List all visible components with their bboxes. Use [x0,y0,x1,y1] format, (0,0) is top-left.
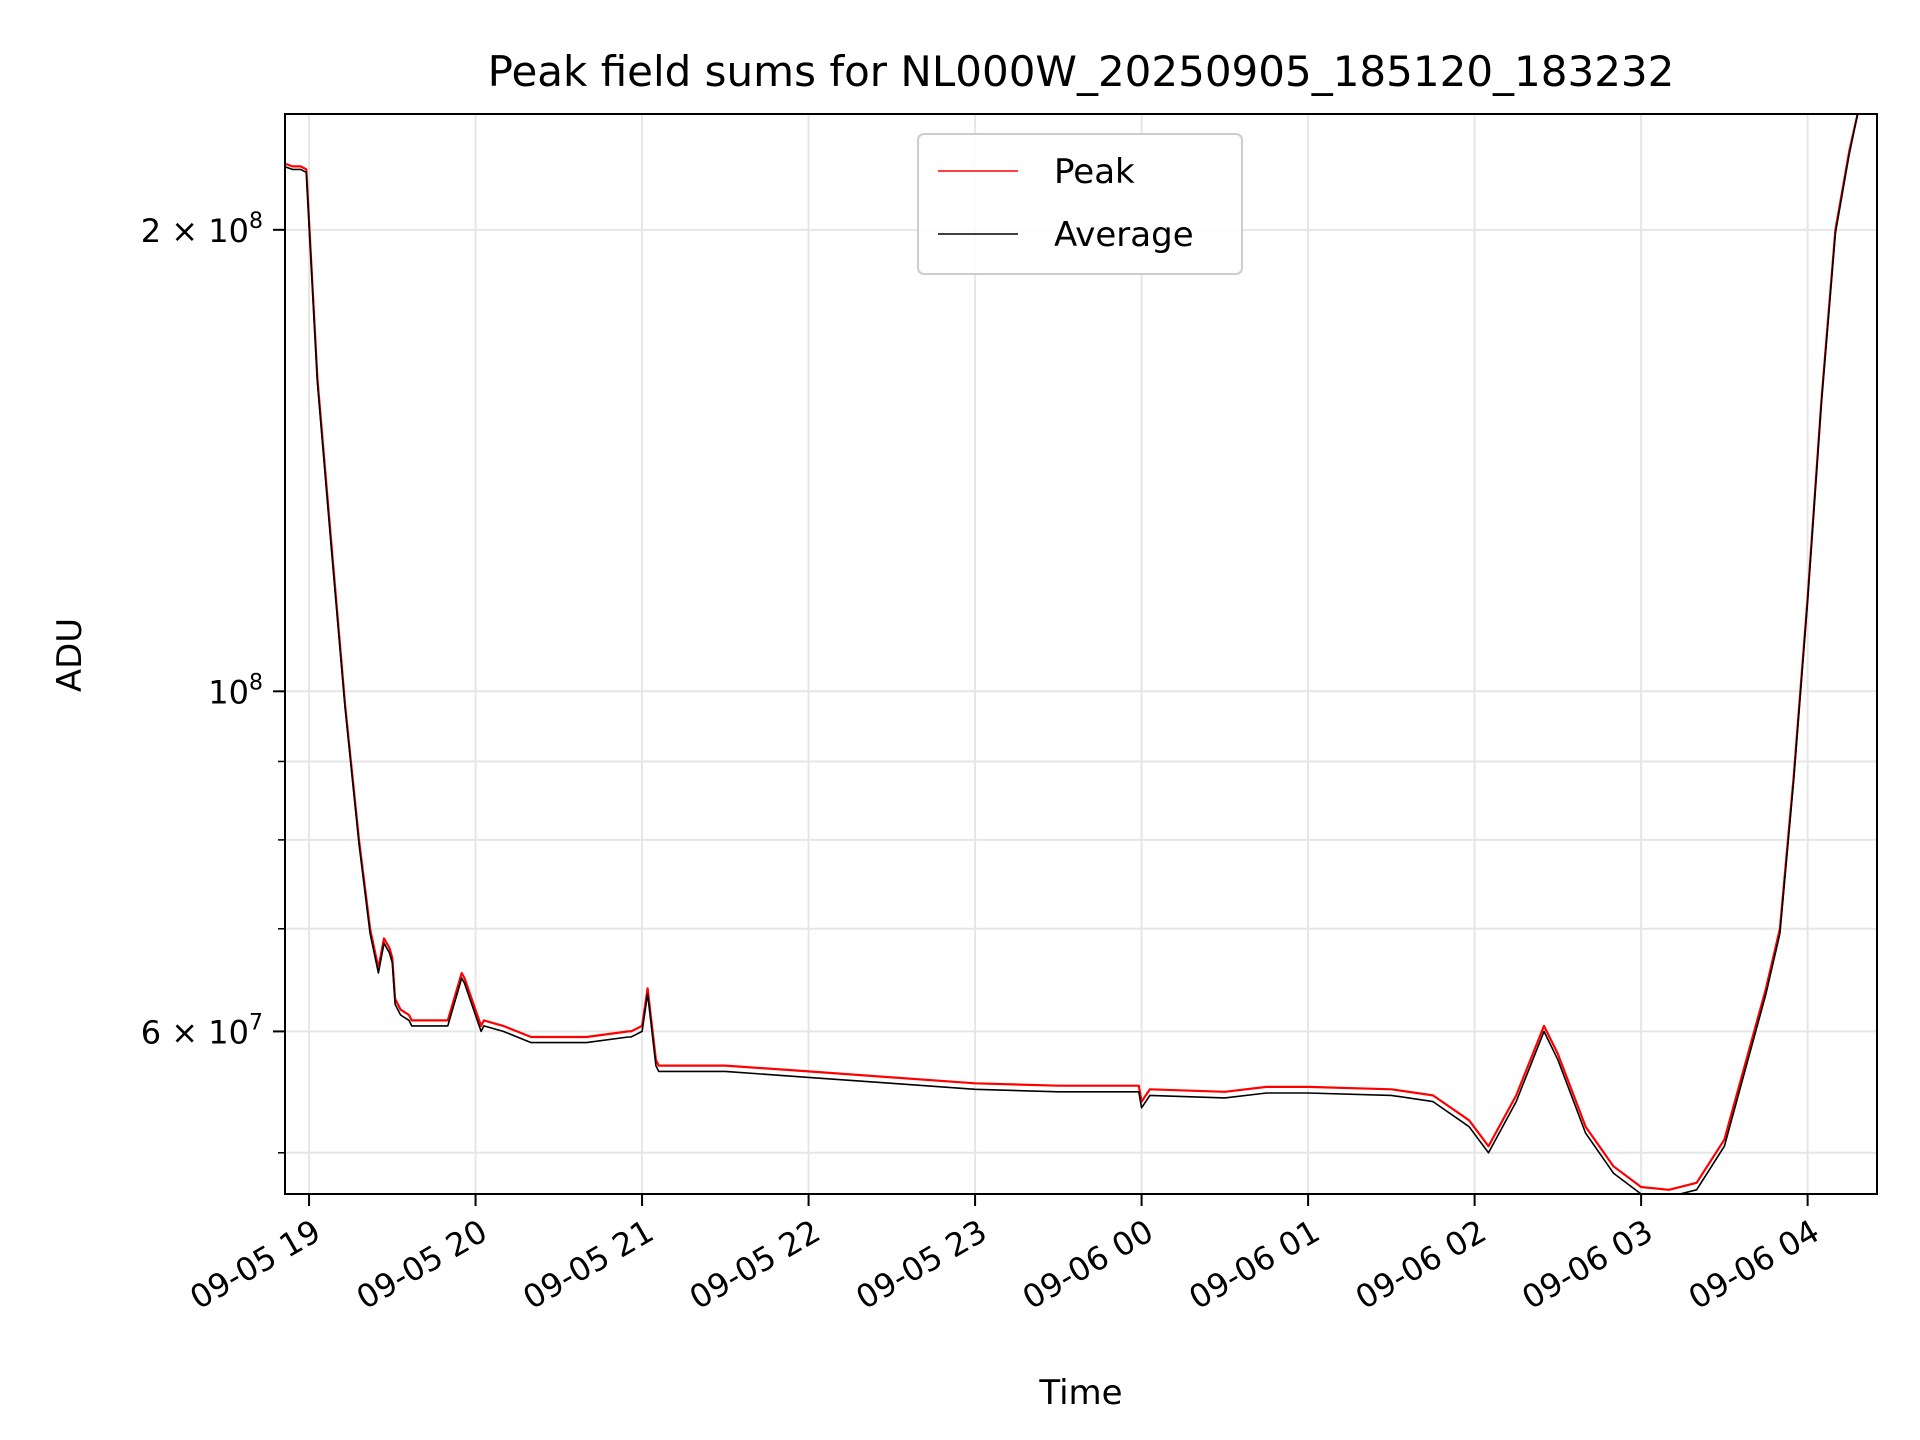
x-tick-label: 09-05 21 [516,1212,660,1317]
y-axis-label: ADU [50,618,90,692]
series-line-peak [285,114,1859,1191]
x-tick-label: 09-05 23 [849,1212,993,1317]
series-layer [285,114,1859,1194]
legend-label-peak: Peak [1054,152,1135,192]
y-tick-label: 108 [208,670,263,711]
x-axis: 09-05 19 09-05 20 09-05 21 09-05 22 09-05 23… [183,1194,1826,1317]
chart-title: Peak field sums for NL000W_20250905_1851… [488,47,1675,96]
y-tick-label: 2 × 108 [141,209,263,250]
legend-box [917,133,1243,275]
plot-frame [284,113,1878,1195]
x-tick-label: 09-06 02 [1349,1212,1493,1317]
x-tick-label: 09-06 01 [1182,1212,1326,1317]
x-tick-label: 09-06 03 [1516,1212,1660,1317]
x-tick-label: 09-06 00 [1016,1212,1160,1317]
x-tick-label: 09-06 04 [1682,1212,1826,1317]
legend-label-average: Average [1054,215,1194,255]
grid [285,114,1877,1194]
x-tick-label: 09-05 19 [183,1212,327,1317]
y-tick-label: 6 × 107 [141,1010,263,1051]
x-tick-label: 09-05 20 [350,1212,494,1317]
x-axis-label: Time [1038,1373,1122,1413]
x-tick-label: 09-05 22 [683,1212,827,1317]
y-axis: 2 × 108 108 6 × 107 [141,209,285,1154]
legend: Peak Average [917,133,1243,275]
series-line-average [285,114,1859,1194]
